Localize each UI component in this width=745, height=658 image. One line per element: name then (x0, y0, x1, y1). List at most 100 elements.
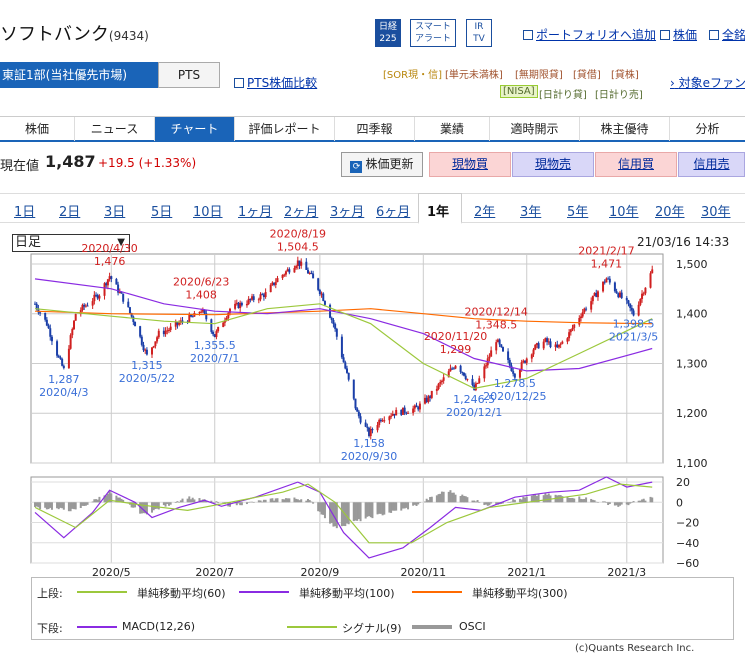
annotation-low-date: 2020/5/22 (119, 372, 175, 385)
add-portfolio-link[interactable]: ポートフォリオへ追加 (523, 26, 656, 43)
ir-tv-button[interactable]: IR TV (466, 19, 492, 47)
refresh-price-button[interactable]: ⟳ 株価更新 (341, 152, 423, 177)
chart-type-select[interactable]: 日足 ▼ (12, 234, 130, 252)
period-3m[interactable]: 3ヶ月 (330, 205, 365, 220)
tab-shareholder-benefits[interactable]: 株主優待 (580, 117, 670, 141)
period-5d[interactable]: 5日 (151, 205, 173, 220)
osci-bar (357, 502, 360, 520)
period-10y[interactable]: 10年 (609, 205, 639, 220)
osci-bar (417, 502, 420, 505)
osci-bar (613, 502, 616, 506)
osci-bar (166, 502, 169, 504)
osci-bar (449, 490, 452, 503)
candle-body (464, 375, 467, 380)
candle-body (296, 260, 299, 267)
candle-body (393, 413, 396, 416)
candle-body (298, 260, 301, 266)
period-3d[interactable]: 3日 (104, 205, 126, 220)
period-1d[interactable]: 1日 (14, 205, 36, 220)
osci-bar (593, 500, 596, 503)
candle-body (415, 405, 418, 408)
smart-alert-button[interactable]: スマート アラート (410, 19, 456, 47)
spot-buy-button[interactable]: 現物買 (429, 152, 511, 177)
candle-body (176, 322, 179, 325)
candle-body (627, 300, 630, 304)
tab-stock-price[interactable]: 株価 (0, 117, 75, 141)
x-tick-label: 2020/11 (400, 566, 446, 579)
candle-body (262, 294, 265, 298)
osci-bar (110, 493, 113, 503)
tab-chart[interactable]: チャート (155, 117, 235, 141)
osci-bar (222, 502, 225, 503)
daytrade-sell-tag: [日計り売] (595, 90, 643, 101)
period-1y[interactable]: 1年 (427, 205, 450, 220)
candle-body (522, 360, 525, 363)
pts-compare-link[interactable]: PTS株価比較 (234, 74, 317, 91)
osci-bar (59, 502, 62, 508)
candle-body (103, 283, 106, 296)
candle-body (451, 368, 454, 370)
period-1m[interactable]: 1ヶ月 (238, 205, 273, 220)
osci-bar (50, 502, 53, 510)
candle-body (642, 293, 645, 295)
candle-body (49, 328, 52, 337)
period-30y[interactable]: 30年 (701, 205, 731, 220)
stock-price-link[interactable]: 株価 (660, 26, 697, 43)
osci-bar (490, 502, 493, 504)
annotation-low-value: 1,246.5 (453, 393, 495, 406)
candle-body (225, 318, 228, 321)
market-selector[interactable]: 東証1部(当社優先市場) (0, 62, 158, 88)
current-price-value: 1,487 (45, 152, 96, 171)
osci-bar (335, 502, 338, 529)
candle-body (201, 309, 204, 312)
osci-bar (156, 502, 159, 509)
candle-body (79, 310, 82, 315)
candle-body (571, 327, 574, 330)
candle-body (401, 407, 404, 415)
tab-earnings[interactable]: 業績 (415, 117, 490, 141)
spot-sell-button[interactable]: 現物売 (512, 152, 594, 177)
signal-line (34, 483, 653, 544)
ma60-line (34, 303, 653, 390)
period-10d[interactable]: 10日 (193, 205, 223, 220)
candle-body (45, 319, 48, 326)
osci-bar (459, 496, 462, 503)
osci-bar (47, 502, 50, 510)
candle-body (322, 293, 325, 301)
candle-body (130, 313, 133, 317)
pts-button[interactable]: PTS (158, 62, 220, 88)
candle-body (329, 304, 332, 318)
main-tabs: 株価 ニュース チャート 評価レポート 四季報 業績 適時開示 株主優待 分析 (0, 116, 745, 142)
osci-bar (568, 497, 571, 503)
tab-rating-report[interactable]: 評価レポート (235, 117, 335, 141)
period-20y[interactable]: 20年 (655, 205, 685, 220)
candle-body (300, 261, 303, 266)
margin-sell-button[interactable]: 信用売 (678, 152, 745, 177)
candle-body (605, 278, 608, 283)
all-stocks-link[interactable]: 全銘 (709, 26, 745, 43)
candle-body (537, 343, 540, 349)
macd-y-tick-label: 0 (676, 496, 683, 509)
period-2y[interactable]: 2年 (474, 205, 496, 220)
osci-bar (134, 502, 137, 508)
efund-link[interactable]: › 対象eファン (670, 76, 745, 90)
nikkei225-badge[interactable]: 日経 225 (375, 19, 401, 47)
candle-body (318, 289, 321, 295)
margin-buy-button[interactable]: 信用買 (595, 152, 677, 177)
macd-y-tick-label: 20 (676, 476, 690, 489)
tab-disclosure[interactable]: 適時開示 (490, 117, 580, 141)
candle-body (429, 396, 432, 398)
candle-body (632, 310, 635, 316)
legend-signal: シグナル(9) (342, 622, 402, 635)
annotation-high-value: 1,471 (591, 257, 623, 270)
period-5y[interactable]: 5年 (567, 205, 589, 220)
tab-analysis[interactable]: 分析 (695, 122, 720, 136)
tab-shikiho[interactable]: 四季報 (335, 117, 415, 141)
period-6m[interactable]: 6ヶ月 (376, 205, 411, 220)
tab-news[interactable]: ニュース (75, 117, 155, 141)
period-2d[interactable]: 2日 (59, 205, 81, 220)
period-2m[interactable]: 2ヶ月 (284, 205, 319, 220)
candle-body (215, 331, 218, 338)
period-3y[interactable]: 3年 (520, 205, 542, 220)
candle-body (47, 325, 50, 329)
